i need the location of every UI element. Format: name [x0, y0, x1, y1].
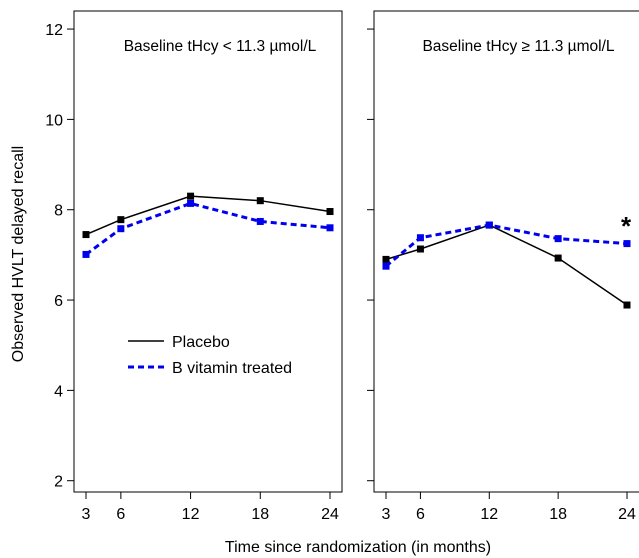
- x-tick-label: 24: [321, 506, 339, 523]
- y-tick-label: 4: [54, 383, 63, 400]
- x-tick-label: 12: [182, 506, 200, 523]
- placebo-point: [326, 208, 334, 216]
- x-tick-label: 18: [549, 506, 567, 523]
- placebo-point: [416, 245, 424, 253]
- treated-point: [554, 235, 562, 243]
- x-tick-label: 18: [251, 506, 269, 523]
- y-tick-label: 12: [45, 22, 63, 39]
- panel-title: Baseline tHcy ≥ 11.3 µmol/L: [422, 38, 614, 55]
- placebo-point: [187, 192, 195, 200]
- panel-frame: [73, 10, 343, 493]
- placebo-point: [117, 216, 125, 224]
- treated-point: [485, 221, 493, 229]
- treated-point: [326, 224, 334, 232]
- placebo-point: [623, 301, 631, 309]
- treated-line: [85, 201, 331, 256]
- x-tick-label: 24: [618, 506, 636, 523]
- placebo-point: [382, 255, 390, 263]
- x-tick-label: 6: [416, 506, 425, 523]
- x-tick-label: 12: [480, 506, 498, 523]
- y-tick-label: 10: [45, 112, 63, 129]
- x-tick-label: 3: [82, 506, 91, 523]
- treated-point: [623, 240, 631, 248]
- x-tick-label: 3: [382, 506, 391, 523]
- placebo-point: [256, 197, 264, 205]
- treated-point: [187, 199, 195, 207]
- treated-point: [416, 234, 424, 242]
- legend: Placebo B vitamin treated: [128, 334, 292, 377]
- x-tick-label: 6: [116, 506, 125, 523]
- treated-point: [117, 225, 125, 233]
- y-tick-label: 2: [54, 474, 63, 491]
- legend-label-1: Placebo: [172, 334, 230, 351]
- x-axis-label: Time since randomization (in months): [225, 539, 491, 556]
- significance-asterisk: *: [621, 211, 632, 241]
- legend-label-2: B vitamin treated: [172, 360, 292, 377]
- panel-frame: [373, 10, 639, 493]
- y-tick-label: 8: [54, 203, 63, 220]
- placebo-point: [554, 254, 562, 262]
- panel-2: Baseline tHcy ≥ 11.3 µmol/L 3 6 12 18 24 *: [367, 10, 639, 523]
- treated-point: [382, 262, 390, 270]
- placebo-point: [82, 231, 90, 239]
- treated-point: [256, 217, 264, 225]
- y-axis-label: Observed HVLT delayed recall: [10, 146, 27, 362]
- treated-point: [82, 250, 90, 258]
- y-tick-label: 6: [54, 293, 63, 310]
- panel-title: Baseline tHcy < 11.3 µmol/L: [124, 38, 317, 55]
